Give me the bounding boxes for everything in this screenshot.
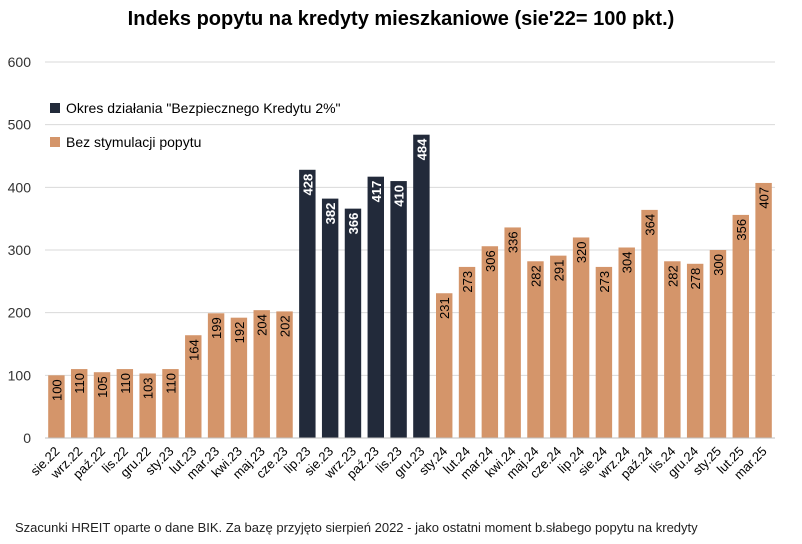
source-note: Szacunki HREIT oparte o dane BIK. Za baz…: [15, 520, 698, 535]
bar: [664, 261, 681, 438]
data-label: 282: [528, 265, 543, 287]
data-label: 202: [278, 315, 293, 337]
legend-label-bk2: Okres działania "Bezpiecznego Kredytu 2%…: [66, 100, 341, 116]
bar: [413, 134, 430, 438]
bar: [185, 335, 202, 438]
data-label: 273: [460, 271, 475, 293]
data-label: 410: [392, 185, 407, 207]
y-tick-label: 300: [8, 242, 32, 258]
bar: [162, 369, 179, 438]
data-label: 320: [574, 241, 589, 263]
data-label: 282: [665, 265, 680, 287]
bar: [458, 266, 476, 438]
data-label: 192: [232, 322, 247, 344]
data-label: 366: [346, 213, 361, 235]
data-label: 278: [688, 268, 703, 290]
chart-title: Indeks popytu na kredyty mieszkaniowe (s…: [127, 8, 675, 30]
legend-item-bk2: Okres działania "Bezpiecznego Kredytu 2%…: [50, 100, 341, 116]
y-tick-label: 400: [8, 179, 32, 195]
data-label: 110: [118, 373, 133, 394]
legend-item-no-stimulus: Bez stymulacji popytu: [50, 134, 201, 150]
bar: [641, 209, 658, 438]
bar: [732, 214, 749, 438]
data-label: 364: [643, 214, 658, 236]
bar: [93, 372, 111, 438]
y-tick-label: 100: [8, 367, 32, 383]
data-label: 417: [369, 181, 384, 203]
bar: [344, 208, 362, 438]
bar: [230, 317, 248, 438]
data-label: 306: [483, 250, 498, 272]
y-tick-label: 200: [8, 305, 32, 321]
bar: [572, 237, 590, 438]
bar: [550, 255, 567, 438]
bar: [139, 373, 156, 438]
bar: [207, 313, 225, 438]
bar: [481, 246, 499, 438]
bar: [527, 261, 544, 438]
data-label: 484: [414, 138, 429, 160]
bar: [755, 182, 772, 438]
data-label: 428: [300, 174, 315, 196]
bar: [618, 247, 635, 438]
data-label: 110: [72, 373, 87, 394]
data-label: 199: [209, 317, 224, 339]
bar: [276, 311, 293, 438]
bar: [595, 266, 613, 438]
bar: [116, 369, 134, 438]
data-label: 204: [255, 314, 270, 336]
bar: [436, 293, 453, 438]
legend-label-no-stimulus: Bez stymulacji popytu: [66, 134, 202, 150]
bar: [390, 181, 407, 439]
bar: [686, 263, 704, 438]
bar: [253, 310, 270, 438]
y-tick-label: 0: [23, 430, 31, 446]
data-label: 382: [323, 203, 338, 225]
y-tick-label: 600: [8, 54, 32, 70]
bar: [504, 227, 521, 438]
data-label: 291: [551, 260, 566, 282]
data-label: 300: [711, 254, 726, 276]
data-label: 105: [95, 376, 110, 398]
data-label: 407: [757, 187, 772, 209]
bar: [299, 169, 316, 438]
bar: [321, 198, 339, 438]
data-label: 356: [734, 219, 749, 241]
data-label: 336: [506, 231, 521, 253]
data-label: 110: [163, 373, 178, 394]
bar: [71, 369, 88, 438]
y-tick-label: 500: [8, 117, 32, 133]
data-label: 304: [620, 251, 635, 273]
data-label: 103: [141, 377, 156, 399]
data-label: 273: [597, 271, 612, 293]
data-label: 100: [49, 379, 64, 401]
legend-swatch-no-stimulus: [50, 137, 60, 147]
bar: [48, 375, 65, 438]
legend-swatch-bk2: [50, 103, 60, 113]
bar: [709, 250, 727, 438]
data-label: 231: [437, 297, 452, 319]
data-label: 164: [186, 339, 201, 361]
bar: [367, 176, 384, 438]
